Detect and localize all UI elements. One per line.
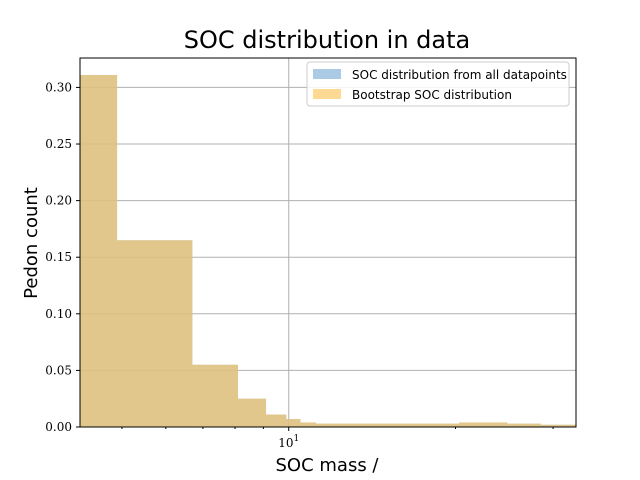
bar-bootstrap: [315, 423, 337, 427]
bar-bootstrap: [192, 364, 239, 427]
histogram-bars: [80, 74, 576, 428]
x-tick-label: 101: [278, 434, 299, 450]
bar-bootstrap: [507, 423, 541, 427]
y-tick-label: 0.20: [45, 194, 72, 208]
legend-box: [306, 61, 570, 107]
y-tick-label: 0.30: [45, 80, 72, 94]
y-axis-label: Pedon count: [21, 187, 42, 299]
bar-bootstrap: [459, 422, 508, 427]
bar-bootstrap: [117, 240, 193, 427]
legend-swatch-bootstrap: [313, 89, 341, 99]
y-tick-label: 0.15: [45, 250, 72, 264]
y-tick-label: 0.10: [45, 307, 72, 321]
bar-bootstrap: [422, 423, 460, 427]
y-tick-label: 0.25: [45, 137, 72, 151]
x-axis-label: SOC mass /: [276, 455, 380, 476]
bar-bootstrap: [300, 422, 316, 427]
bar-bootstrap: [238, 398, 267, 427]
legend: SOC distribution from all datapoints Boo…: [306, 61, 570, 107]
bar-bootstrap: [336, 423, 361, 427]
chart-title: SOC distribution in data: [184, 26, 470, 54]
x-axis-ticks: 101: [121, 427, 554, 450]
bar-bootstrap: [389, 423, 423, 427]
y-tick-label: 0.00: [45, 420, 72, 434]
plot-frame: [79, 57, 577, 428]
legend-label-all-datapoints: SOC distribution from all datapoints: [352, 68, 567, 82]
y-tick-label: 0.05: [45, 363, 72, 377]
bar-bootstrap: [360, 423, 390, 427]
legend-label-bootstrap: Bootstrap SOC distribution: [352, 88, 512, 102]
y-axis-ticks: 0.00 0.05 0.10 0.15 0.20 0.25 0.30: [45, 80, 80, 434]
bar-bootstrap: [286, 419, 301, 427]
bar-bootstrap: [80, 74, 118, 428]
legend-swatch-all-datapoints: [313, 69, 341, 79]
bar-bootstrap: [540, 424, 576, 427]
bar-bootstrap: [266, 414, 287, 427]
